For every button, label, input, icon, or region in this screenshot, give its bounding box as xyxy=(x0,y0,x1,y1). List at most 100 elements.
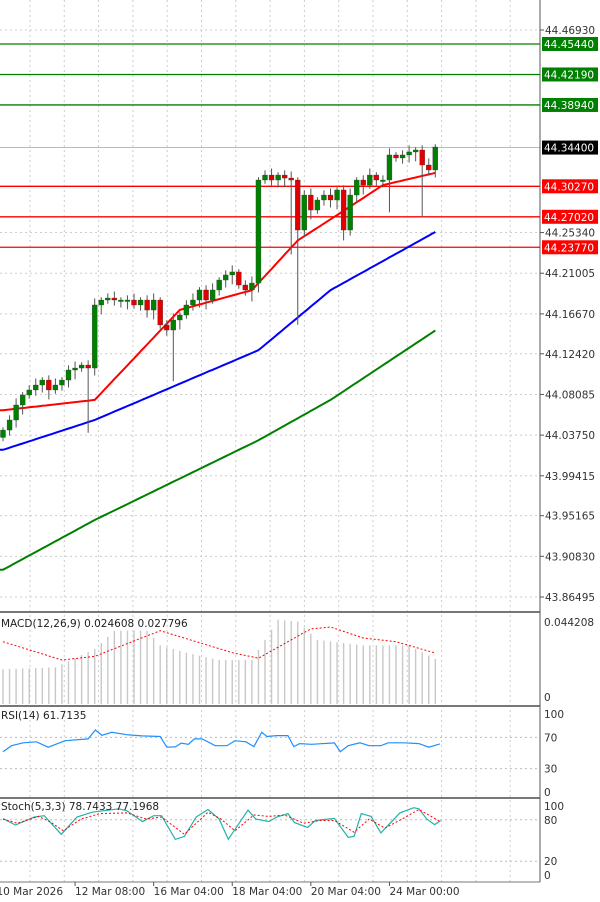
level-price-tag xyxy=(542,240,598,255)
bullish-candle xyxy=(262,174,268,181)
price-panel[interactable] xyxy=(0,43,540,571)
bullish-candle xyxy=(347,194,353,231)
price-tick-label: 43.95165 xyxy=(545,511,595,523)
time-axis-label: 16 Mar 04:00 xyxy=(154,886,224,898)
moving-average-line xyxy=(0,231,436,451)
moving-average-line xyxy=(0,329,436,571)
macd-signal-line xyxy=(2,626,436,661)
bearish-candle xyxy=(111,297,117,301)
bullish-candle xyxy=(399,154,406,159)
price-tick-label: 43.99415 xyxy=(545,471,595,483)
bearish-candle xyxy=(419,149,425,166)
bearish-candle xyxy=(46,379,52,391)
macd-label: MACD(12,26,9) 0.024608 0.027796 xyxy=(1,618,188,630)
price-tick-label: 44.25340 xyxy=(545,228,595,240)
level-price-label: 44.38940 xyxy=(544,100,594,112)
price-tick-label: 43.90830 xyxy=(545,551,595,563)
bullish-candle xyxy=(367,174,373,186)
bullish-candle xyxy=(255,179,262,284)
bullish-candle xyxy=(170,319,176,331)
bullish-candle xyxy=(6,419,13,431)
bearish-candle xyxy=(268,174,275,181)
level-price-label: 44.42190 xyxy=(544,69,594,81)
level-price-label: 44.30270 xyxy=(544,181,594,193)
bullish-candle xyxy=(412,149,419,153)
bullish-candle xyxy=(13,404,19,421)
bullish-candle xyxy=(0,429,6,438)
level-price-label: 44.23770 xyxy=(544,242,594,254)
bullish-candle xyxy=(334,189,340,201)
bullish-candle xyxy=(209,289,216,301)
bullish-candle xyxy=(33,384,39,391)
bullish-candle xyxy=(19,394,26,406)
bullish-candle xyxy=(150,299,157,311)
bullish-candle xyxy=(301,194,307,231)
stoch-level-label: 0 xyxy=(544,870,551,882)
bullish-candle xyxy=(183,304,190,316)
rsi-level-label: 70 xyxy=(544,732,557,744)
bullish-candle xyxy=(314,199,321,211)
bearish-candle xyxy=(242,284,249,291)
stoch-level-label: 100 xyxy=(544,801,564,813)
bearish-candle xyxy=(288,177,294,181)
bullish-candle xyxy=(196,289,203,301)
bearish-candle xyxy=(131,299,137,306)
bearish-candle xyxy=(85,364,91,369)
bullish-candle xyxy=(223,274,229,281)
bearish-candle xyxy=(295,179,301,231)
bullish-candle xyxy=(78,364,85,369)
rsi-level-label: 100 xyxy=(544,709,564,721)
price-tick-label: 44.16670 xyxy=(545,309,595,321)
price-tick-label: 44.12420 xyxy=(545,349,595,361)
bullish-candle xyxy=(65,369,72,381)
time-axis-label: 10 Mar 2026 xyxy=(0,886,63,898)
bullish-candle xyxy=(386,154,393,181)
bullish-candle xyxy=(137,299,144,306)
bearish-candle xyxy=(327,194,334,201)
bullish-candle xyxy=(249,282,255,291)
level-price-label: 44.45440 xyxy=(544,39,594,51)
bullish-candle xyxy=(59,379,65,386)
bullish-candle xyxy=(229,271,235,276)
bullish-candle xyxy=(26,389,32,396)
bearish-candle xyxy=(281,174,288,179)
bearish-candle xyxy=(157,299,163,326)
price-tick-label: 44.46930 xyxy=(545,25,595,37)
bearish-candle xyxy=(164,324,170,331)
bullish-candle xyxy=(39,379,45,386)
stoch-main-line xyxy=(2,807,441,841)
bullish-candle xyxy=(124,299,131,302)
current-price-tag xyxy=(542,140,598,155)
stoch-panel[interactable] xyxy=(2,807,441,841)
rsi-panel[interactable] xyxy=(2,729,441,753)
stoch-level-label: 20 xyxy=(544,856,557,868)
bullish-candle xyxy=(177,314,183,321)
level-price-tag xyxy=(542,67,598,82)
bullish-candle xyxy=(52,384,59,391)
macd-panel[interactable] xyxy=(2,619,436,704)
stoch-signal-line xyxy=(2,808,441,835)
bullish-candle xyxy=(92,304,98,369)
time-axis-label: 24 Mar 00:00 xyxy=(389,886,459,898)
bullish-candle xyxy=(105,297,111,301)
level-price-tag xyxy=(542,179,598,194)
grid xyxy=(0,0,540,882)
level-price-label: 44.27020 xyxy=(544,212,594,224)
bullish-candle xyxy=(321,194,327,201)
bullish-candle xyxy=(354,179,360,196)
time-axis-label: 18 Mar 04:00 xyxy=(232,886,302,898)
rsi-label: RSI(14) 61.7135 xyxy=(1,710,86,722)
time-axis-label: 12 Mar 08:00 xyxy=(75,886,145,898)
bearish-candle xyxy=(203,289,209,301)
bullish-candle xyxy=(98,299,104,306)
price-tick-label: 44.08085 xyxy=(545,389,595,401)
bearish-candle xyxy=(426,164,432,171)
bearish-candle xyxy=(360,179,366,186)
price-tick-label: 44.21005 xyxy=(545,268,595,280)
price-tick-label: 44.03750 xyxy=(545,430,595,442)
bearish-candle xyxy=(340,189,347,231)
rsi-level-label: 30 xyxy=(544,764,557,776)
bullish-candle xyxy=(406,151,412,156)
